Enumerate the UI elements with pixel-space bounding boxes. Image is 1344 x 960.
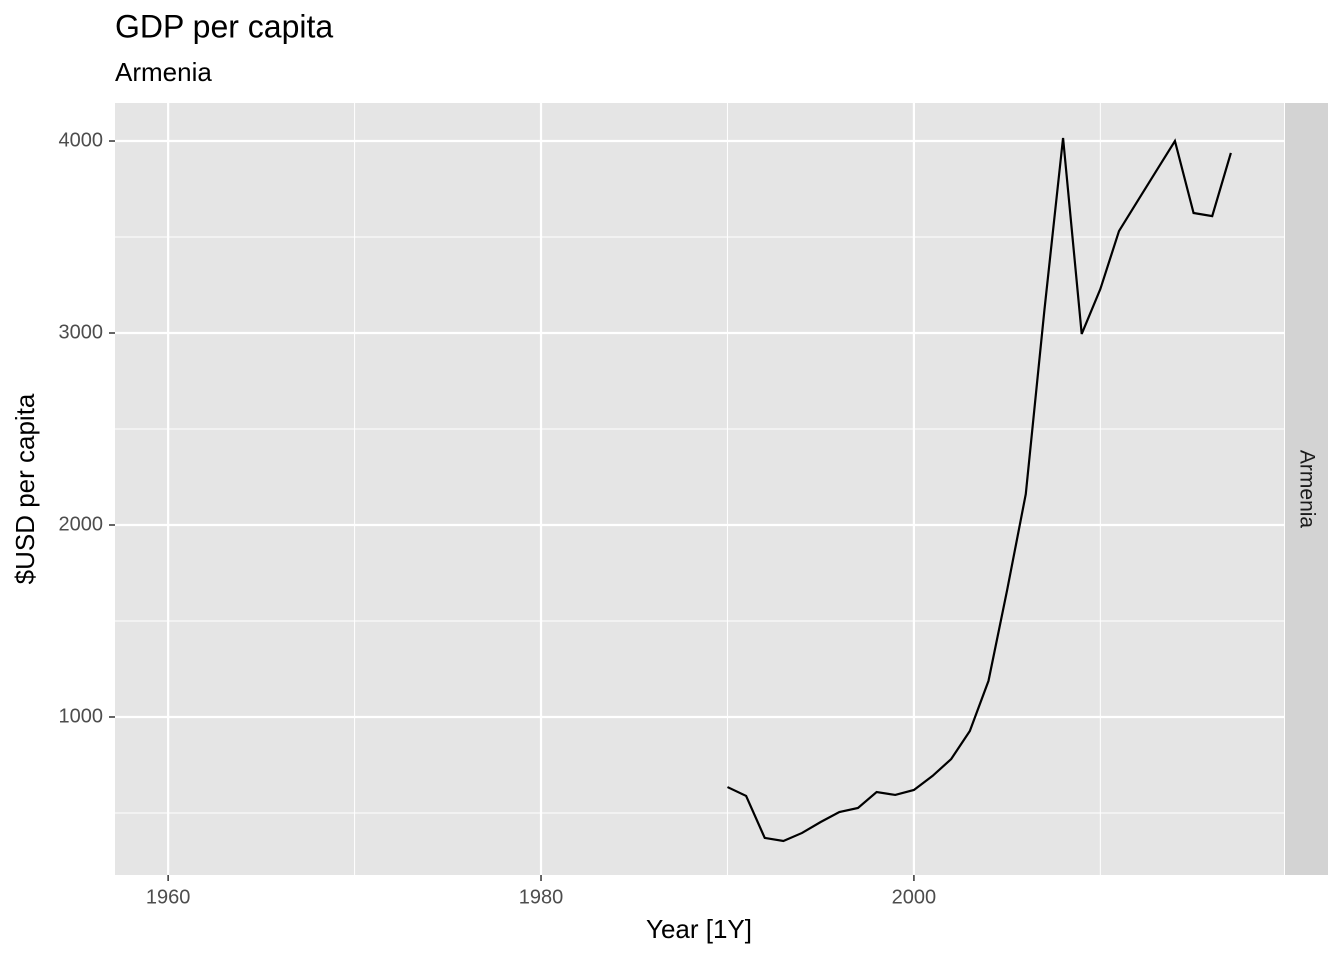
panel — [115, 103, 1284, 875]
chart-title: GDP per capita — [115, 8, 333, 44]
x-tick-label: 1980 — [519, 886, 564, 908]
y-axis-label: $USD per capita — [10, 393, 40, 584]
facet-label: Armenia — [1295, 450, 1318, 529]
y-tick-label: 3000 — [59, 321, 104, 343]
x-tick-label: 2000 — [892, 886, 937, 908]
y-tick-label: 4000 — [59, 129, 104, 151]
y-tick-label: 1000 — [59, 705, 104, 727]
x-axis-label: Year [1Y] — [646, 914, 752, 944]
chart-subtitle: Armenia — [115, 57, 212, 87]
line — [726, 137, 1232, 843]
y-tick-label: 2000 — [59, 513, 104, 535]
x-tick-label: 1960 — [146, 886, 191, 908]
facet-strip — [1285, 103, 1328, 875]
